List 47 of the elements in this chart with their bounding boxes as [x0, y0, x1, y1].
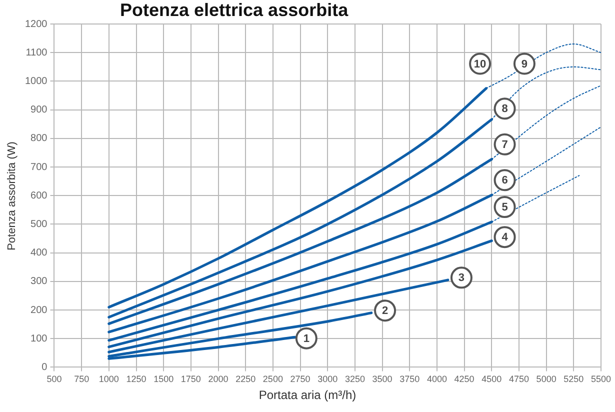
x-tick-label: 1750: [180, 374, 201, 384]
y-tick-label: 1100: [26, 47, 48, 58]
x-axis-title: Portata aria (m³/h): [258, 388, 358, 402]
y-tick-label: 1000: [24, 76, 48, 87]
x-tick-label: 3750: [400, 374, 420, 384]
y-tick-label: 400: [30, 248, 48, 259]
y-tick-label: 700: [30, 162, 48, 173]
x-tick-label: 1500: [154, 374, 174, 384]
annotation: 8: [502, 103, 508, 116]
x-tick-label: 5000: [536, 374, 556, 384]
annotation: 9: [521, 58, 528, 70]
annotation: 7: [502, 138, 508, 151]
x-tick-label: 5250: [564, 374, 584, 384]
annotation: 3: [458, 272, 465, 284]
y-tick-label: 500: [30, 218, 48, 230]
annotation: 6: [502, 174, 508, 187]
x-tick-label: 750: [74, 374, 90, 384]
y-tick-label: 600: [30, 190, 48, 202]
chart-title: Potenza elettrica assorbita: [120, 0, 348, 21]
x-tick-label: 2250: [236, 374, 256, 384]
x-tick-label: 2000: [208, 374, 228, 384]
y-tick-label: 800: [30, 133, 48, 144]
annotation: 4: [502, 232, 509, 244]
x-tick-label: 5500: [590, 374, 612, 384]
annotation: 5: [502, 202, 508, 214]
x-tick-label: 1000: [98, 374, 119, 384]
y-tick-label: 200: [30, 304, 48, 316]
annotation: 2: [382, 305, 388, 318]
x-tick-label: 500: [46, 374, 62, 384]
x-tick-label: 4500: [482, 374, 502, 384]
x-tick-label: 4250: [454, 374, 474, 384]
x-tick-label: 3000: [318, 374, 338, 384]
x-tick-label: 2750: [290, 374, 310, 384]
y-tick-label: 1200: [24, 18, 48, 30]
annotation: 1: [303, 332, 310, 345]
annotation: 10: [474, 58, 486, 70]
y-tick-label: 100: [30, 333, 48, 344]
x-tick-label: 1250: [126, 374, 146, 384]
y-axis-title: Potenza assorbita (W): [6, 142, 18, 250]
x-tick-label: 2500: [262, 374, 283, 384]
y-tick-label: 300: [30, 276, 48, 288]
x-tick-label: 3250: [344, 374, 365, 384]
y-tick-label: 0: [42, 362, 48, 373]
x-tick-label: 4000: [426, 374, 447, 384]
x-tick-label: 3500: [372, 374, 392, 384]
x-tick-label: 4750: [508, 374, 530, 384]
y-tick-label: 900: [30, 104, 48, 116]
